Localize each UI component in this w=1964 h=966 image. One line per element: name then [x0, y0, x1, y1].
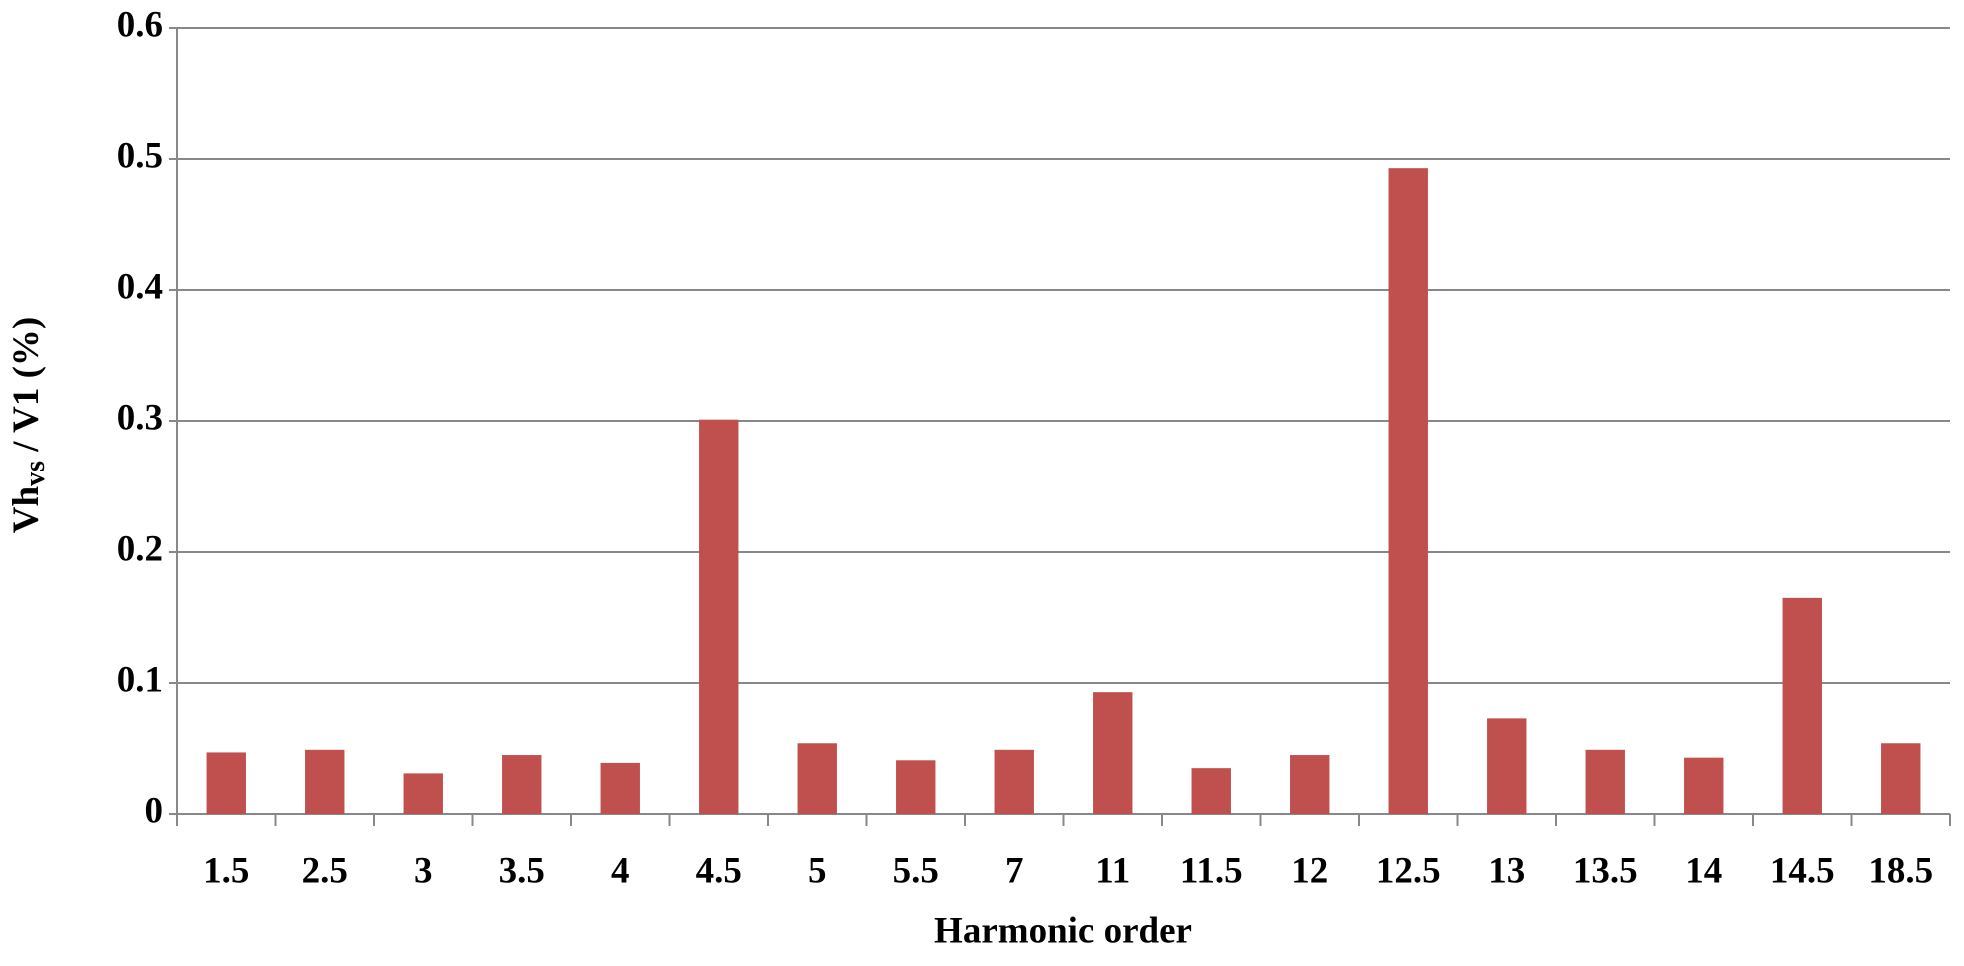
x-axis-title: Harmonic order [934, 910, 1192, 951]
x-tick-label: 5.5 [893, 850, 939, 891]
x-tick-label: 18.5 [1868, 850, 1933, 891]
x-tick-label: 4 [611, 850, 630, 891]
bar [1290, 755, 1330, 814]
x-tick-label: 14.5 [1770, 850, 1835, 891]
bar [699, 419, 739, 814]
x-tick-label: 1.5 [203, 850, 249, 891]
x-tick-label: 5 [808, 850, 827, 891]
x-tick-label: 7 [1005, 850, 1024, 891]
x-tick-label: 2.5 [302, 850, 348, 891]
bar [502, 755, 542, 814]
y-tick-label: 0.4 [117, 266, 163, 307]
bar [305, 749, 345, 814]
y-tick-label: 0 [145, 790, 164, 831]
y-tick-label: 0.5 [117, 135, 163, 176]
bar [1684, 757, 1724, 814]
x-tick-label: 13.5 [1573, 850, 1638, 891]
y-tick-label: 0.6 [117, 4, 163, 45]
x-tick-label: 14 [1685, 850, 1722, 891]
x-tick-label: 4.5 [696, 850, 742, 891]
y-tick-label: 0.1 [117, 659, 163, 700]
bar [1585, 749, 1625, 814]
bar [896, 760, 936, 814]
y-tick-label: 0.3 [117, 397, 163, 438]
bar [403, 773, 443, 814]
x-tick-label: 12.5 [1376, 850, 1441, 891]
x-tick-label: 11.5 [1180, 850, 1243, 891]
bar [1487, 718, 1527, 814]
x-tick-label: 12 [1291, 850, 1328, 891]
bar [1782, 597, 1822, 814]
y-tick-label: 0.2 [117, 528, 163, 569]
x-tick-label: 3.5 [499, 850, 545, 891]
bar [1191, 768, 1231, 814]
y-axis-title-rest: / V1 (%) [6, 317, 47, 461]
x-tick-label: 11 [1095, 850, 1130, 891]
y-axis-title: Vhvs / V1 (%) [6, 317, 51, 533]
y-axis-title-main: Vh [6, 486, 47, 534]
bar [1388, 168, 1428, 815]
bar [1881, 743, 1921, 814]
y-axis-title-sub: vs [20, 461, 51, 486]
bar [206, 752, 246, 814]
x-tick-label: 13 [1488, 850, 1525, 891]
bar [797, 743, 837, 814]
bar [994, 749, 1034, 814]
x-tick-label: 3 [414, 850, 433, 891]
bar [1093, 692, 1133, 814]
bar [600, 762, 640, 814]
